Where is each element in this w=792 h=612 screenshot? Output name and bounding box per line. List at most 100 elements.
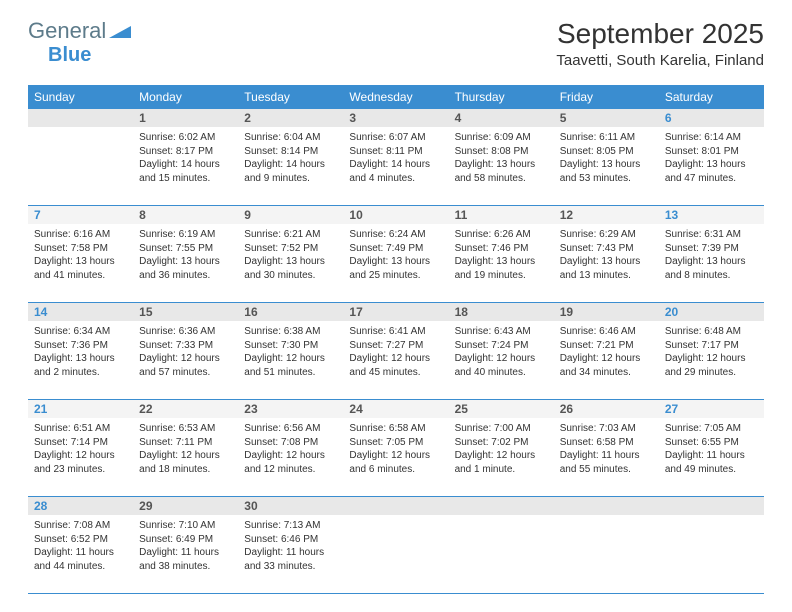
day-header: Monday — [133, 85, 238, 109]
day-cell: Sunrise: 6:38 AMSunset: 7:30 PMDaylight:… — [238, 321, 343, 399]
day-cell — [554, 515, 659, 593]
day-details: Sunrise: 6:07 AMSunset: 8:11 PMDaylight:… — [347, 129, 444, 187]
location: Taavetti, South Karelia, Finland — [556, 52, 764, 69]
day-details: Sunrise: 6:29 AMSunset: 7:43 PMDaylight:… — [558, 226, 655, 284]
day-header: Tuesday — [238, 85, 343, 109]
day-cell: Sunrise: 6:56 AMSunset: 7:08 PMDaylight:… — [238, 418, 343, 496]
day-cell: Sunrise: 6:29 AMSunset: 7:43 PMDaylight:… — [554, 224, 659, 302]
day-number-row: 78910111213 — [28, 206, 764, 224]
day-number: 22 — [133, 400, 238, 418]
logo-text-1: General — [28, 18, 106, 44]
day-number: 23 — [238, 400, 343, 418]
day-number: 11 — [449, 206, 554, 224]
day-number: 9 — [238, 206, 343, 224]
day-number: 14 — [28, 303, 133, 321]
header: General September 2025 Taavetti, South K… — [0, 0, 792, 77]
day-number: 4 — [449, 109, 554, 127]
day-number: 18 — [449, 303, 554, 321]
day-number: 28 — [28, 497, 133, 515]
day-details: Sunrise: 6:48 AMSunset: 7:17 PMDaylight:… — [663, 323, 760, 381]
day-number: 17 — [343, 303, 448, 321]
week-row: Sunrise: 7:08 AMSunset: 6:52 PMDaylight:… — [28, 515, 764, 594]
day-cell: Sunrise: 6:46 AMSunset: 7:21 PMDaylight:… — [554, 321, 659, 399]
day-number-row: 14151617181920 — [28, 303, 764, 321]
day-number: 12 — [554, 206, 659, 224]
day-header: Sunday — [28, 85, 133, 109]
day-cell: Sunrise: 6:41 AMSunset: 7:27 PMDaylight:… — [343, 321, 448, 399]
day-cell: Sunrise: 7:10 AMSunset: 6:49 PMDaylight:… — [133, 515, 238, 593]
day-details: Sunrise: 6:21 AMSunset: 7:52 PMDaylight:… — [242, 226, 339, 284]
day-number: 10 — [343, 206, 448, 224]
day-details: Sunrise: 6:19 AMSunset: 7:55 PMDaylight:… — [137, 226, 234, 284]
day-cell: Sunrise: 6:19 AMSunset: 7:55 PMDaylight:… — [133, 224, 238, 302]
day-number: 24 — [343, 400, 448, 418]
day-number-row: 123456 — [28, 109, 764, 127]
day-number: 1 — [133, 109, 238, 127]
day-details: Sunrise: 7:05 AMSunset: 6:55 PMDaylight:… — [663, 420, 760, 478]
day-number: 5 — [554, 109, 659, 127]
day-details: Sunrise: 6:36 AMSunset: 7:33 PMDaylight:… — [137, 323, 234, 381]
day-cell: Sunrise: 6:58 AMSunset: 7:05 PMDaylight:… — [343, 418, 448, 496]
day-header: Saturday — [659, 85, 764, 109]
day-details: Sunrise: 7:03 AMSunset: 6:58 PMDaylight:… — [558, 420, 655, 478]
day-details: Sunrise: 6:11 AMSunset: 8:05 PMDaylight:… — [558, 129, 655, 187]
day-number: 20 — [659, 303, 764, 321]
day-number: 19 — [554, 303, 659, 321]
day-number: 16 — [238, 303, 343, 321]
day-cell — [449, 515, 554, 593]
day-cell: Sunrise: 6:16 AMSunset: 7:58 PMDaylight:… — [28, 224, 133, 302]
day-cell — [343, 515, 448, 593]
week-row: Sunrise: 6:51 AMSunset: 7:14 PMDaylight:… — [28, 418, 764, 497]
day-cell: Sunrise: 7:08 AMSunset: 6:52 PMDaylight:… — [28, 515, 133, 593]
day-cell: Sunrise: 6:09 AMSunset: 8:08 PMDaylight:… — [449, 127, 554, 205]
calendar: SundayMondayTuesdayWednesdayThursdayFrid… — [28, 85, 764, 594]
day-details: Sunrise: 7:10 AMSunset: 6:49 PMDaylight:… — [137, 517, 234, 575]
day-cell: Sunrise: 6:11 AMSunset: 8:05 PMDaylight:… — [554, 127, 659, 205]
day-details: Sunrise: 6:51 AMSunset: 7:14 PMDaylight:… — [32, 420, 129, 478]
day-details: Sunrise: 6:14 AMSunset: 8:01 PMDaylight:… — [663, 129, 760, 187]
week-row: Sunrise: 6:02 AMSunset: 8:17 PMDaylight:… — [28, 127, 764, 206]
day-details: Sunrise: 6:02 AMSunset: 8:17 PMDaylight:… — [137, 129, 234, 187]
day-number: 25 — [449, 400, 554, 418]
week-row: Sunrise: 6:16 AMSunset: 7:58 PMDaylight:… — [28, 224, 764, 303]
day-cell: Sunrise: 6:07 AMSunset: 8:11 PMDaylight:… — [343, 127, 448, 205]
day-cell: Sunrise: 6:31 AMSunset: 7:39 PMDaylight:… — [659, 224, 764, 302]
day-details: Sunrise: 6:43 AMSunset: 7:24 PMDaylight:… — [453, 323, 550, 381]
day-cell: Sunrise: 6:53 AMSunset: 7:11 PMDaylight:… — [133, 418, 238, 496]
day-details: Sunrise: 6:34 AMSunset: 7:36 PMDaylight:… — [32, 323, 129, 381]
day-details: Sunrise: 7:13 AMSunset: 6:46 PMDaylight:… — [242, 517, 339, 575]
logo-text-2: Blue — [48, 44, 91, 67]
day-cell: Sunrise: 6:14 AMSunset: 8:01 PMDaylight:… — [659, 127, 764, 205]
day-cell: Sunrise: 6:02 AMSunset: 8:17 PMDaylight:… — [133, 127, 238, 205]
day-headers-row: SundayMondayTuesdayWednesdayThursdayFrid… — [28, 85, 764, 109]
day-number: 15 — [133, 303, 238, 321]
logo-triangle-icon — [109, 18, 131, 44]
day-number-row: 21222324252627 — [28, 400, 764, 418]
day-details: Sunrise: 7:08 AMSunset: 6:52 PMDaylight:… — [32, 517, 129, 575]
day-cell — [659, 515, 764, 593]
day-details: Sunrise: 6:26 AMSunset: 7:46 PMDaylight:… — [453, 226, 550, 284]
month-title: September 2025 — [556, 18, 764, 50]
day-number: 3 — [343, 109, 448, 127]
day-details: Sunrise: 6:31 AMSunset: 7:39 PMDaylight:… — [663, 226, 760, 284]
day-details: Sunrise: 6:38 AMSunset: 7:30 PMDaylight:… — [242, 323, 339, 381]
day-number: 6 — [659, 109, 764, 127]
day-details: Sunrise: 6:56 AMSunset: 7:08 PMDaylight:… — [242, 420, 339, 478]
day-details: Sunrise: 6:04 AMSunset: 8:14 PMDaylight:… — [242, 129, 339, 187]
day-number: 26 — [554, 400, 659, 418]
day-details: Sunrise: 6:41 AMSunset: 7:27 PMDaylight:… — [347, 323, 444, 381]
day-cell: Sunrise: 7:03 AMSunset: 6:58 PMDaylight:… — [554, 418, 659, 496]
day-number: 21 — [28, 400, 133, 418]
day-details: Sunrise: 6:46 AMSunset: 7:21 PMDaylight:… — [558, 323, 655, 381]
day-details: Sunrise: 6:53 AMSunset: 7:11 PMDaylight:… — [137, 420, 234, 478]
day-number: 29 — [133, 497, 238, 515]
day-number — [449, 497, 554, 515]
day-header: Friday — [554, 85, 659, 109]
logo: General — [28, 18, 131, 44]
day-cell: Sunrise: 6:26 AMSunset: 7:46 PMDaylight:… — [449, 224, 554, 302]
day-number — [659, 497, 764, 515]
day-cell: Sunrise: 7:05 AMSunset: 6:55 PMDaylight:… — [659, 418, 764, 496]
day-number: 8 — [133, 206, 238, 224]
day-cell: Sunrise: 6:36 AMSunset: 7:33 PMDaylight:… — [133, 321, 238, 399]
day-number — [554, 497, 659, 515]
